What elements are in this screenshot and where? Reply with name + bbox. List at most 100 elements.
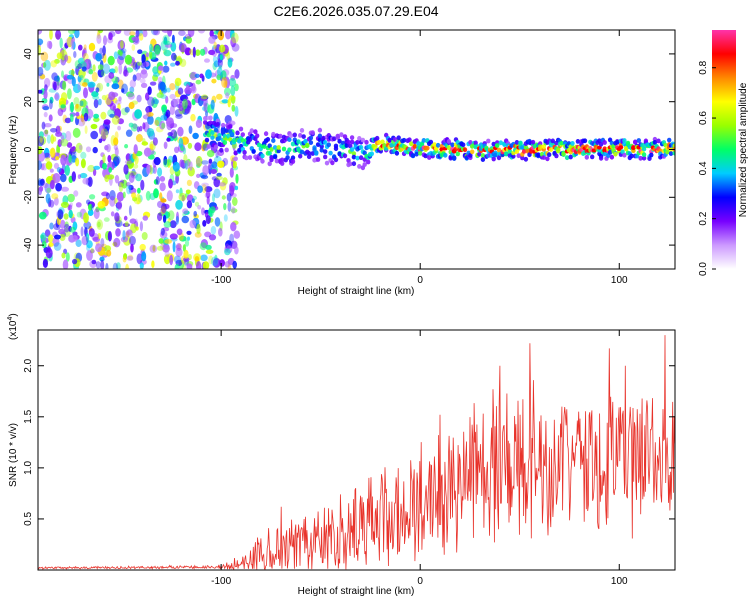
spectrogram-noise-cell <box>48 242 54 247</box>
spectrogram-ridge-cell <box>287 147 292 153</box>
spectrogram-noise-cell <box>149 43 153 53</box>
spectrogram-noise-cell <box>119 51 123 57</box>
spectrogram-noise-cell <box>122 256 127 263</box>
spectrogram-noise-cell <box>105 192 110 200</box>
spectrogram-noise-cell <box>152 245 156 252</box>
snr-series-line <box>38 335 675 570</box>
spectrogram-noise-cell <box>69 226 76 233</box>
spectrogram-noise-cell <box>42 258 49 268</box>
spectrogram-noise-cell <box>195 79 202 85</box>
spectrogram-noise-cell <box>38 179 45 187</box>
spectrogram-ridge-cell <box>428 139 434 145</box>
spectrogram-ridge-cell <box>455 151 460 157</box>
spectrogram-noise-cell <box>88 69 94 75</box>
spectrogram-noise-cell <box>186 200 193 209</box>
spectrogram-ridge-cell <box>303 138 308 144</box>
spectrogram-ridge-cell <box>530 139 536 145</box>
colorbar-label: Normalized spectral amplitude <box>738 82 749 217</box>
spectrogram-noise-cell <box>190 113 196 122</box>
spectrogram-ridge-cell <box>231 138 237 143</box>
spectrogram-noise-cell <box>49 30 53 40</box>
spectrogram-noise-cell <box>124 144 129 149</box>
spectrogram-noise-cell <box>80 151 87 159</box>
spectrogram-noise-cell <box>53 81 57 91</box>
spectrogram-ridge-cell <box>364 139 369 145</box>
spectrogram-noise-cell <box>205 215 211 225</box>
spectrogram-noise-cell <box>107 55 115 66</box>
spectrogram-peak-cell <box>618 145 624 150</box>
spectrogram-noise-cell <box>191 198 195 204</box>
spectrogram-ridge-cell <box>559 140 564 146</box>
spectrogram-ridge-cell <box>305 142 310 148</box>
spectrogram-noise-cell <box>113 51 118 60</box>
spectrogram-noise-cell <box>111 83 120 90</box>
spectrogram-noise-cell <box>185 107 191 115</box>
spectrogram-ridge-cell <box>598 155 604 161</box>
spectrogram-noise-cell <box>48 114 53 122</box>
spectrogram-noise-cell <box>142 30 148 38</box>
spectrogram-noise-cell <box>192 132 199 140</box>
spectrogram-noise-cell <box>121 83 128 95</box>
spectrogram-noise-cell <box>95 243 102 253</box>
spectrogram-noise-cell <box>68 209 73 219</box>
spectrogram-ridge-cell <box>641 152 647 158</box>
spectrogram-noise-cell <box>80 226 84 237</box>
spectrogram-noise-cell <box>41 241 47 249</box>
spectrogram-noise-cell <box>104 174 110 183</box>
spectrogram-noise-cell <box>98 138 103 144</box>
spectrogram-ridge-cell <box>638 155 643 161</box>
spectrogram-ridge-cell <box>425 145 430 151</box>
spectrogram-noise-cell <box>72 30 76 34</box>
spectrogram-noise-cell <box>156 245 164 251</box>
spectrogram-noise-cell <box>43 111 48 118</box>
spectrogram-ridge-cell <box>315 157 321 162</box>
spectrogram-ridge-cell <box>518 141 523 146</box>
spectrogram-noise-cell <box>133 144 138 155</box>
spectrogram-noise-cell <box>146 128 155 137</box>
spectrogram-ridge-cell <box>276 148 281 154</box>
spectrogram-ridge-cell <box>235 130 240 136</box>
spectrogram-noise-cell <box>68 30 75 35</box>
spectrogram-noise-cell <box>124 221 129 227</box>
spectrogram-noise-cell <box>169 83 176 91</box>
spectrogram-ridge-cell <box>348 161 353 167</box>
spectrogram-noise-cell <box>114 66 118 74</box>
spectrogram-noise-cell <box>187 30 195 38</box>
spectrogram-noise-cell <box>79 100 84 107</box>
spectrogram-noise-cell <box>120 40 124 49</box>
spectrogram-noise-cell <box>231 206 236 214</box>
spectrogram-ridge-cell <box>346 139 351 145</box>
spectrogram-noise-cell <box>44 123 52 128</box>
spectrogram-noise-cell <box>230 222 237 232</box>
spectrogram-noise-cell <box>189 161 193 171</box>
spectrogram-noise-cell <box>89 249 95 254</box>
spectrogram-noise-cell <box>113 237 121 248</box>
spectrogram-noise-cell <box>92 64 96 72</box>
spectrogram-noise-cell <box>132 74 137 82</box>
spectrogram-noise-cell <box>187 166 195 177</box>
spectrogram-noise-cell <box>149 81 157 86</box>
spectrogram-noise-cell <box>126 158 133 168</box>
spectrogram-ridge-cell <box>649 152 654 158</box>
spectrogram-noise-cell <box>219 54 223 61</box>
spectrogram-noise-cell <box>232 197 238 206</box>
spectrogram-noise-cell <box>101 94 107 101</box>
spectrogram-noise-cell <box>175 114 183 119</box>
spectrogram-noise-cell <box>95 52 102 62</box>
spectrogram-noise-cell <box>177 126 184 137</box>
spectrogram-noise-cell <box>99 47 103 54</box>
spectrogram-noise-cell <box>111 115 120 125</box>
spectrogram-noise-cell <box>126 91 135 98</box>
spectrogram-noise-cell <box>184 33 192 40</box>
spectrogram-noise-cell <box>74 60 81 69</box>
spectrogram-ridge-cell <box>602 140 607 145</box>
spectrogram-noise-cell <box>105 262 109 269</box>
spectrogram-noise-cell <box>102 162 107 170</box>
spectrogram-noise-cell <box>125 263 129 269</box>
spectrogram-noise-cell <box>210 99 215 110</box>
spectrogram-noise-cell <box>197 205 202 210</box>
spectrogram-noise-cell <box>75 142 83 154</box>
spectrogram-noise-cell <box>217 160 225 168</box>
spectrogram-noise-cell <box>38 146 43 155</box>
spectrogram-noise-cell <box>153 98 160 105</box>
